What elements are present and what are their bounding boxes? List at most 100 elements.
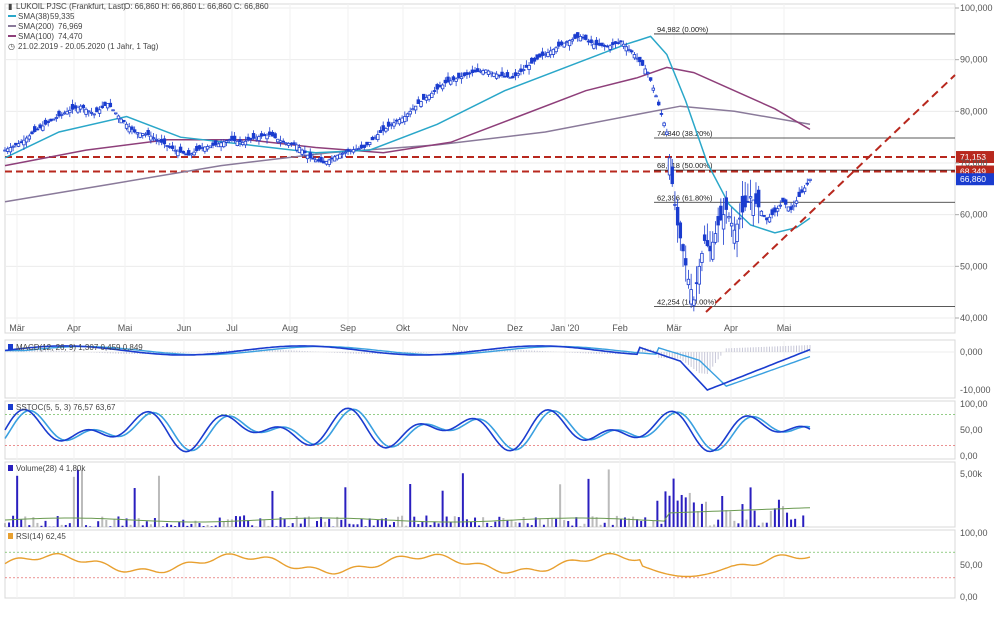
volume-tick-label: 5,00k (960, 469, 983, 479)
candle-body (513, 72, 518, 77)
x-tick-label: Dez (507, 323, 524, 333)
candle-body (57, 110, 61, 117)
stoch-legend-text: SSTOC(5, 5, 3) 76,57 63,67 (16, 403, 116, 412)
candle-body (173, 149, 177, 152)
candle-body (673, 203, 677, 206)
candle-body (489, 71, 493, 75)
volume-bar (530, 525, 533, 527)
candle-body (381, 125, 385, 131)
volume-bar (348, 523, 351, 527)
candle-body (783, 199, 788, 205)
candle-body (478, 70, 483, 73)
volume-bar (413, 516, 416, 527)
volume-bar (465, 519, 468, 527)
volume-bar (72, 476, 75, 527)
volume-bar (162, 526, 165, 527)
candle-body (30, 131, 34, 135)
candle-body (181, 150, 185, 154)
volume-bar (421, 521, 424, 527)
volume-bar (368, 518, 371, 527)
level-badge (956, 151, 994, 164)
candle-body (554, 47, 558, 53)
volume-bar (794, 518, 797, 527)
candle-body (613, 41, 618, 45)
volume-bar (733, 520, 736, 527)
candle-body (259, 133, 264, 137)
candle-body (286, 142, 291, 146)
candle-body (627, 48, 631, 51)
candle-body (70, 104, 75, 110)
volume-bar (153, 518, 156, 527)
volume-bar (676, 500, 679, 527)
candle-body (359, 144, 364, 149)
candle-body (789, 206, 793, 210)
level-badge-label: 68,349 (960, 167, 986, 177)
volume-bar (652, 520, 655, 527)
y-tick-label: 40,000 (960, 313, 988, 323)
candle-body (530, 57, 534, 64)
candle-body (270, 131, 275, 137)
candle-body (332, 156, 337, 162)
candle-body (657, 101, 661, 106)
candle-body (748, 196, 753, 199)
candle-body (462, 72, 466, 77)
candle-body (76, 106, 80, 113)
x-tick-label: Jun (177, 323, 192, 333)
last-price-badge (956, 173, 994, 186)
candle-body (446, 76, 450, 83)
y-tick-label: 70,000 (960, 158, 988, 168)
candle-body (719, 205, 723, 221)
y-tick-label: 60,000 (960, 210, 988, 220)
candle-body (535, 54, 539, 60)
volume-bar (761, 522, 764, 527)
candle-body (684, 258, 688, 266)
candle-body (159, 138, 164, 143)
y-tick-label: 50,000 (960, 261, 988, 271)
price-panel: 94,982 (0.00%) 74,840 (38.20%) 68,618 (50.… (3, 25, 994, 313)
volume-bar (97, 521, 100, 527)
volume-bar (514, 522, 517, 527)
volume-bar (490, 526, 493, 527)
candle-body (89, 111, 94, 114)
macd-line (4, 345, 811, 391)
volume-bar (182, 519, 185, 527)
candle-body (162, 138, 167, 145)
volume-bar (449, 522, 452, 527)
candle-body (586, 40, 591, 43)
volume-bar (336, 516, 339, 527)
volume-bar (781, 506, 784, 527)
candle-body (457, 72, 461, 79)
candle-body (665, 131, 669, 135)
candle-body (802, 187, 807, 193)
candle-body (338, 153, 342, 159)
candle-body (238, 139, 242, 143)
volume-bar (583, 523, 586, 527)
volume-bar (24, 516, 27, 527)
candle-body (643, 68, 647, 75)
fib-label: 62,396 (61.80%) (657, 193, 713, 202)
volume-bar (579, 525, 582, 527)
candle-body (678, 222, 683, 239)
volume-bar (461, 473, 464, 527)
volume-bar (56, 516, 59, 527)
volume-bar (251, 525, 254, 527)
candle-body (278, 140, 283, 143)
candle-body (43, 119, 48, 125)
candle-body (178, 146, 183, 153)
volume-bar (551, 517, 554, 527)
candle-body (262, 134, 267, 137)
candle-body (51, 118, 56, 121)
volume-bar (534, 517, 537, 527)
volume-bar (498, 516, 501, 527)
period-label: 21.02.2019 - 20.05.2020 (1 Jahr, 1 Tag) (18, 42, 159, 51)
volume-bar (713, 524, 716, 527)
volume-bar (559, 484, 562, 527)
candle-body (605, 45, 610, 48)
candle-body (35, 128, 40, 131)
volume-bar (105, 519, 108, 527)
volume-bar (506, 520, 509, 527)
candle-body (451, 76, 456, 81)
candle-body (346, 148, 350, 152)
macd-signal-line (5, 345, 811, 388)
stoch-legend: SSTOC(5, 5, 3) 76,57 63,67 (8, 403, 116, 412)
